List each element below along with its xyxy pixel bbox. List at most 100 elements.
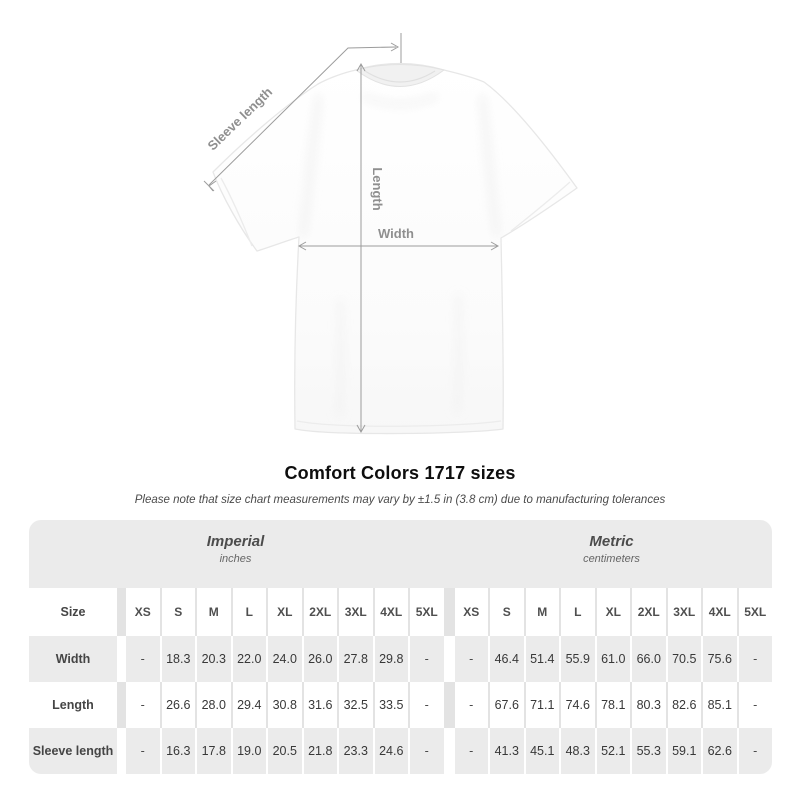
table-row-width-cell: 61.0 — [596, 636, 630, 682]
size-table-body: Size XS S M L XL 2XL 3XL 4XL 5XL XS S M L XL 2XL 3XL 4XL 5… — [29, 588, 772, 774]
label-column-gap — [119, 682, 124, 728]
table-row-width-cell: 29.8 — [374, 636, 408, 682]
table-row-sleeve-length-cell: 19.0 — [232, 728, 266, 774]
size-header-row-cell: 2XL — [632, 588, 666, 636]
length-label: Length — [370, 167, 385, 210]
table-row-sleeve-length-cell: 52.1 — [596, 728, 630, 774]
table-row-width-cell: - — [738, 636, 772, 682]
label-column-gap — [119, 588, 124, 636]
length-arrow-top-icon — [356, 62, 366, 72]
table-row-length-cell: 31.6 — [303, 682, 337, 728]
sleeve-length-line — [208, 46, 397, 186]
table-row-sleeve-length-cell: 62.6 — [703, 728, 737, 774]
table-row-width-cell: - — [126, 636, 160, 682]
unit-group-gap — [446, 682, 453, 728]
width-arrow-left-icon — [297, 241, 307, 251]
table-row-width-cell: 18.3 — [161, 636, 195, 682]
size-header-row-cell: 3XL — [667, 588, 701, 636]
measurement-lines — [203, 33, 500, 434]
sleeve-arrow-right-icon — [390, 42, 400, 52]
table-row-length-cell: 30.8 — [268, 682, 302, 728]
table-row-sleeve-length-cell: - — [126, 728, 160, 774]
tshirt-diagram: Sleeve length Length Width — [203, 33, 578, 435]
table-row-sleeve-length-cell: 17.8 — [197, 728, 231, 774]
table-row-sleeve-length: Sleeve length -16.3 17.8 19.0 20.5 21.8 23.3 24… — [29, 728, 772, 774]
table-row-length: Length -26.6 28.0 29.4 30.8 31.6 32.5 33.5- -67.… — [29, 682, 772, 728]
table-row-width-cell: 26.0 — [303, 636, 337, 682]
table-row-length-cell: 26.6 — [161, 682, 195, 728]
table-row-sleeve-length-cell: 41.3 — [490, 728, 524, 774]
table-row-length-cell: 85.1 — [703, 682, 737, 728]
unit-group-gap — [446, 636, 453, 682]
width-label: Width — [378, 226, 414, 241]
metric-group-header: Metric centimeters — [451, 533, 772, 565]
tolerance-note: Please note that size chart measurements… — [134, 494, 666, 506]
table-row-length-cell: 74.6 — [561, 682, 595, 728]
size-header-row-cell: XL — [596, 588, 630, 636]
table-row-length-cell: - — [126, 682, 160, 728]
sleeve-end-tick — [203, 180, 215, 192]
size-header-row-label: Size — [29, 588, 117, 636]
size-table-card: Imperial inches Metric centimeters Size X… — [29, 520, 772, 774]
table-row-width-cell: 20.3 — [197, 636, 231, 682]
table-row-width: Width -18.3 20.3 22.0 24.0 26.0 27.8 29.8- -46.4… — [29, 636, 772, 682]
size-header-row-cell: L — [561, 588, 595, 636]
table-row-sleeve-length-cell: 45.1 — [525, 728, 559, 774]
table-row-width-cell: 24.0 — [268, 636, 302, 682]
label-column-gap — [119, 728, 124, 774]
imperial-group-name: Imperial — [206, 533, 265, 550]
table-row-sleeve-length-cell: 48.3 — [561, 728, 595, 774]
table-row-width-cell: - — [454, 636, 488, 682]
length-arrow-bottom-icon — [356, 424, 366, 434]
table-row-length-cell: 82.6 — [667, 682, 701, 728]
imperial-group-unit: inches — [219, 553, 252, 565]
table-row-width-cell: 55.9 — [561, 636, 595, 682]
size-header-row-cell: 2XL — [303, 588, 337, 636]
table-row-width-label: Width — [29, 636, 117, 682]
table-row-length-cell: - — [454, 682, 488, 728]
metric-group-name: Metric — [589, 533, 634, 550]
table-row-length-cell: 78.1 — [596, 682, 630, 728]
size-header-row-cell: XS — [126, 588, 160, 636]
table-row-width-cell: 22.0 — [232, 636, 266, 682]
size-header-row: Size XS S M L XL 2XL 3XL 4XL 5XL XS S M L XL 2XL 3XL 4XL 5… — [29, 588, 772, 636]
unit-group-gap — [446, 588, 453, 636]
table-row-length-cell: 71.1 — [525, 682, 559, 728]
metric-group-unit: centimeters — [583, 553, 640, 565]
table-row-sleeve-length-cell: - — [738, 728, 772, 774]
table-row-length-cell: - — [410, 682, 444, 728]
tshirt-shape — [212, 62, 578, 435]
table-row-length-label: Length — [29, 682, 117, 728]
table-row-width-cell: 75.6 — [703, 636, 737, 682]
size-header-row-cell: M — [197, 588, 231, 636]
table-row-length-cell: 80.3 — [632, 682, 666, 728]
table-row-length-cell: - — [738, 682, 772, 728]
table-row-sleeve-length-cell: 59.1 — [667, 728, 701, 774]
table-row-length-cell: 29.4 — [232, 682, 266, 728]
table-row-width-cell: 51.4 — [525, 636, 559, 682]
table-row-sleeve-length-label: Sleeve length — [29, 728, 117, 774]
size-header-row-cell: S — [161, 588, 195, 636]
table-row-width-cell: 27.8 — [339, 636, 373, 682]
size-header-row-cell: 5XL — [410, 588, 444, 636]
size-header-row-cell: XL — [268, 588, 302, 636]
table-row-length-cell: 33.5 — [374, 682, 408, 728]
size-header-row-cell: 4XL — [374, 588, 408, 636]
table-row-sleeve-length-cell: 23.3 — [339, 728, 373, 774]
label-column-gap — [119, 636, 124, 682]
page-title: Comfort Colors 1717 sizes — [284, 463, 516, 483]
unit-group-gap — [446, 728, 453, 774]
size-header-row-cell: 3XL — [339, 588, 373, 636]
table-row-sleeve-length-cell: 24.6 — [374, 728, 408, 774]
imperial-group-header: Imperial inches — [29, 533, 442, 565]
table-row-width-cell: 46.4 — [490, 636, 524, 682]
table-row-sleeve-length-cell: - — [410, 728, 444, 774]
table-row-sleeve-length-cell: - — [454, 728, 488, 774]
size-header-row-cell: XS — [454, 588, 488, 636]
table-row-width-cell: 70.5 — [667, 636, 701, 682]
table-row-width-cell: 66.0 — [632, 636, 666, 682]
size-header-row-cell: S — [490, 588, 524, 636]
width-arrow-right-icon — [490, 241, 500, 251]
table-row-length-cell: 67.6 — [490, 682, 524, 728]
size-header-row-cell: 4XL — [703, 588, 737, 636]
